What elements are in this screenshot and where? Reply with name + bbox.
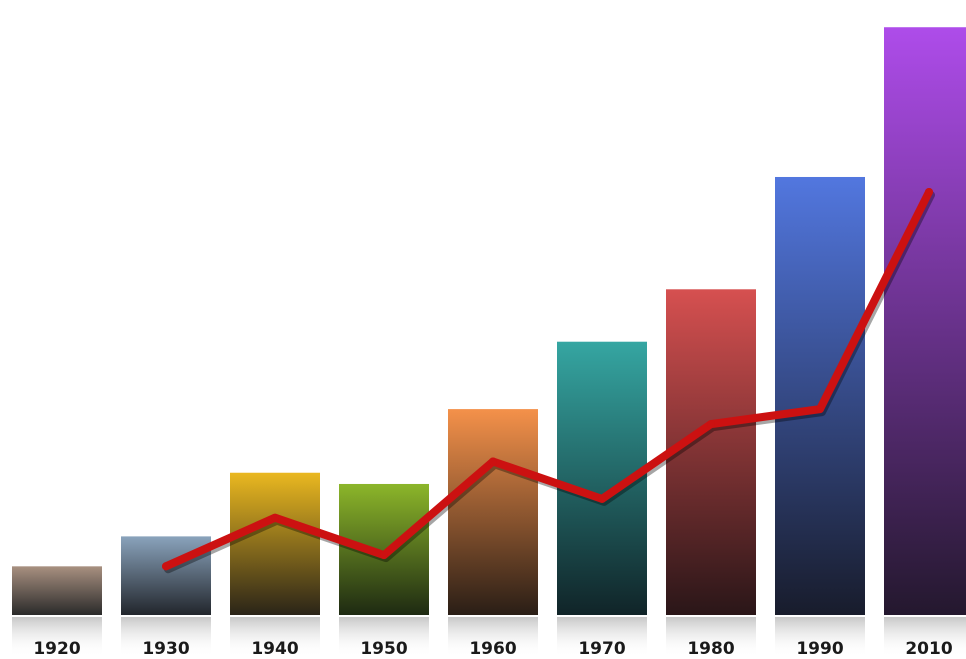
bar-reflection-1980 (666, 617, 756, 657)
x-tick-label-1990: 1990 (796, 639, 843, 659)
bar-1980 (666, 289, 756, 615)
x-tick-label-1960: 1960 (469, 639, 516, 659)
bar-reflection-1950 (339, 617, 429, 657)
bar-reflection-1970 (557, 617, 647, 657)
x-tick-label-1940: 1940 (251, 639, 298, 659)
trend-line (162, 188, 933, 571)
x-tick-label-1950: 1950 (360, 639, 407, 659)
bar-reflection-1920 (12, 617, 102, 657)
trend-line-layer (162, 188, 935, 574)
x-tick-label-1980: 1980 (687, 639, 734, 659)
bar-reflection-1960 (448, 617, 538, 657)
x-tick-label-1920: 1920 (33, 639, 80, 659)
bar-reflection-1940 (230, 617, 320, 657)
bar-1990 (775, 176, 865, 615)
trend-point (925, 188, 933, 196)
bar-1940 (230, 472, 320, 615)
bar-1920 (12, 566, 102, 615)
bar-reflection-1930 (121, 617, 211, 657)
trend-point (162, 562, 170, 571)
bar-reflection-1990 (775, 617, 865, 657)
x-tick-label-2010: 2010 (905, 639, 952, 659)
trend-point (598, 494, 606, 503)
trend-point (271, 513, 279, 522)
bar-1950 (339, 483, 429, 615)
trend-point (816, 405, 824, 414)
x-axis-labels: 1920 1930 1940 1950 1960 1970 1980 1990 2010 (33, 639, 952, 659)
x-tick-label-1930: 1930 (142, 639, 189, 659)
trend-point (380, 551, 388, 560)
trend-point (707, 420, 715, 429)
bar-1960 (448, 409, 538, 615)
bar-2010 (884, 27, 966, 615)
bar-reflection-2010 (884, 617, 966, 657)
x-tick-label-1970: 1970 (578, 639, 625, 659)
bars-layer (12, 27, 966, 657)
trend-point (489, 457, 497, 466)
